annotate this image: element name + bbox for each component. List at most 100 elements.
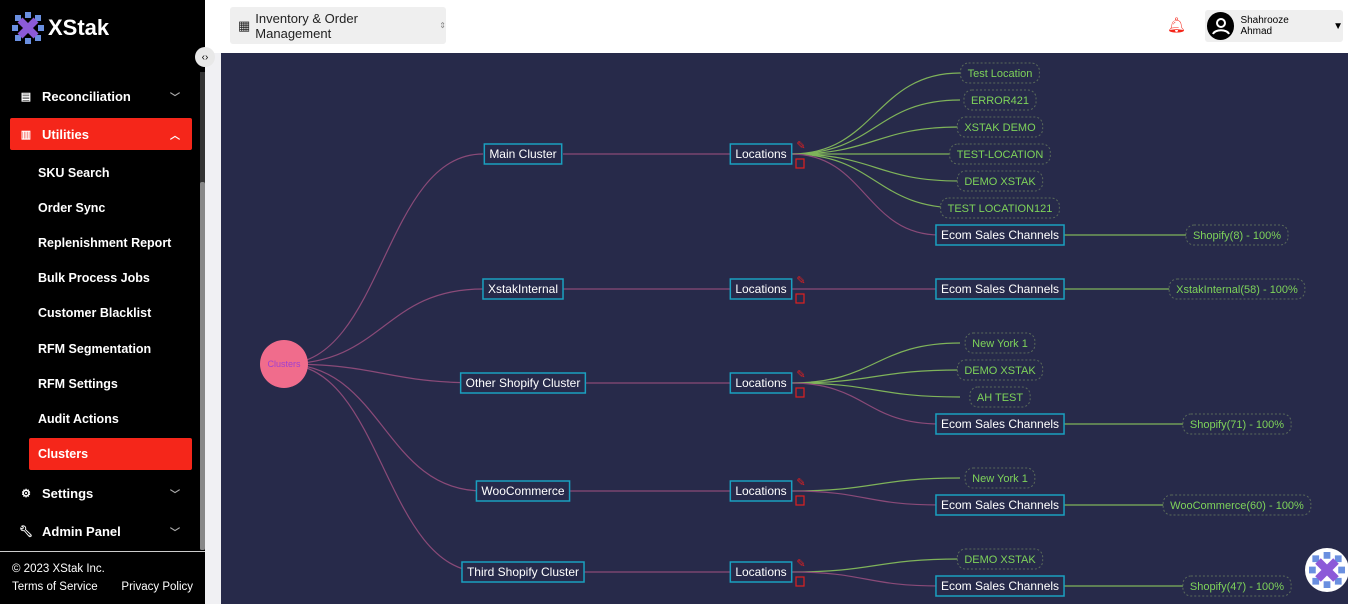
subitem-clusters[interactable]: Clusters [29,438,192,470]
xstak-assistant-button[interactable] [1305,548,1348,592]
root-node[interactable] [260,340,308,388]
subitem-rfm-segmentation[interactable]: RFM Segmentation [38,342,152,356]
subitem-rfm-settings[interactable]: RFM Settings [38,377,118,391]
edit-icon[interactable]: ✎ [796,140,805,152]
app-selector[interactable]: ▦ Inventory & Order Management ⇕ [230,7,446,44]
location-link [790,369,961,384]
ecom-sales-channels-node-label: Ecom Sales Channels [941,417,1059,431]
sidebar-scrollbar[interactable] [200,72,205,550]
locations-node[interactable]: Locations [729,480,793,502]
ecom-sales-channels-node[interactable]: Ecom Sales Channels [935,413,1065,435]
bell-icon[interactable]: 🔔︎ [1167,17,1187,34]
location-node[interactable]: XSTAK DEMO [956,116,1044,138]
edit-icon[interactable]: ✎ [796,558,805,570]
location-link [790,558,961,573]
delete-icon[interactable] [795,158,805,169]
collapse-sidebar-button[interactable]: ‹› [195,47,215,67]
scrollbar-thumb[interactable] [200,182,205,550]
location-link [790,153,961,209]
delete-icon[interactable] [795,387,805,398]
root-link [283,363,484,573]
cluster-node-label: WooCommerce [481,484,564,498]
cluster-node-label: XstakInternal [488,282,558,296]
gear-icon: ⚙ [21,487,31,500]
subitem-sku-search[interactable]: SKU Search [38,166,110,180]
location-link [790,99,961,155]
subitem-bulk-process-jobs[interactable]: Bulk Process Jobs [38,271,150,285]
location-node[interactable]: DEMO XSTAK [956,359,1044,381]
chevron-down-icon: ﹀ [170,489,180,501]
channel-node[interactable]: Shopify(71) - 100% [1182,413,1292,435]
logo-icon [12,12,44,44]
delete-icon[interactable] [795,495,805,506]
cluster-node[interactable]: WooCommerce [475,480,571,502]
subitem-customer-blacklist[interactable]: Customer Blacklist [38,306,152,320]
subitem-replenishment-report[interactable]: Replenishment Report [38,236,172,250]
delete-icon[interactable] [795,293,805,304]
cluster-node[interactable]: Main Cluster [483,143,563,165]
ecom-sales-channels-node[interactable]: Ecom Sales Channels [935,494,1065,516]
copyright: © 2023 XStak Inc. [12,563,105,575]
ecom-sales-channels-node[interactable]: Ecom Sales Channels [935,575,1065,597]
sidebar-item-settings[interactable]: ⚙ Settings ﹀ [10,477,192,509]
locations-node[interactable]: Locations [729,143,793,165]
utilities-icon: ▥ [20,128,32,141]
subitem-audit-actions[interactable]: Audit Actions [38,412,119,426]
location-node[interactable]: New York 1 [964,467,1036,489]
location-node[interactable]: TEST-LOCATION [949,143,1051,165]
location-node[interactable]: Test Location [960,62,1040,84]
cluster-node[interactable]: Other Shopify Cluster [459,372,587,394]
xstak-logo[interactable]: XStak [12,12,109,44]
edit-icon[interactable]: ✎ [796,275,805,287]
channel-node[interactable]: WooCommerce(60) - 100% [1162,494,1312,516]
channel-node-label: Shopify(8) - 100% [1193,230,1281,242]
delete-icon[interactable] [795,576,805,587]
location-node-label: TEST-LOCATION [957,149,1044,161]
sidebar-item-utilities[interactable]: ▥ Utilities ︿ [10,118,192,150]
sidebar-item-admin-panel[interactable]: 🔧︎ Admin Panel ﹀ [10,515,192,547]
channel-node-label: Shopify(47) - 100% [1190,581,1284,593]
terms-link[interactable]: Terms of Service [12,581,98,593]
chevron-down-icon: ﹀ [170,92,180,104]
sidebar-item-reconciliation[interactable]: ▤ Reconciliation ﹀ [10,80,192,112]
channels-link [790,490,941,506]
cluster-node-label: Third Shopify Cluster [467,565,579,579]
ecom-sales-channels-node-label: Ecom Sales Channels [941,498,1059,512]
logo-icon [1309,552,1345,588]
chevron-up-icon: ︿ [170,130,180,142]
channel-node[interactable]: Shopify(47) - 100% [1182,575,1292,597]
cluster-node[interactable]: XstakInternal [482,278,564,300]
ecom-sales-channels-node-label: Ecom Sales Channels [941,579,1059,593]
channel-node[interactable]: XstakInternal(58) - 100% [1168,278,1306,300]
cluster-node[interactable]: Third Shopify Cluster [461,561,585,583]
app-name: Inventory & Order Management [255,10,358,41]
ecom-sales-channels-node[interactable]: Ecom Sales Channels [935,278,1065,300]
location-node[interactable]: TEST LOCATION121 [940,197,1060,219]
sidebar-item-label: Settings [42,485,94,501]
edit-icon[interactable]: ✎ [796,369,805,381]
user-menu[interactable]: Shahrooze Ahmad ▼ [1205,10,1343,42]
privacy-link[interactable]: Privacy Policy [121,581,193,593]
location-node[interactable]: ERROR421 [963,89,1037,111]
channels-link [790,571,941,587]
location-node-label: TEST LOCATION121 [948,203,1053,215]
channel-node-label: XstakInternal(58) - 100% [1176,284,1298,296]
locations-node[interactable]: Locations [729,278,793,300]
subitem-order-sync[interactable]: Order Sync [38,201,106,215]
edit-icon[interactable]: ✎ [796,477,805,489]
location-node[interactable]: DEMO XSTAK [956,170,1044,192]
location-node[interactable]: AH TEST [969,386,1031,408]
location-node-label: DEMO XSTAK [964,176,1036,188]
locations-node-label: Locations [735,484,786,498]
location-node-label: Test Location [968,68,1033,80]
location-node[interactable]: New York 1 [964,332,1036,354]
location-node[interactable]: DEMO XSTAK [956,548,1044,570]
chevron-down-icon: ﹀ [170,527,180,539]
locations-node[interactable]: Locations [729,372,793,394]
locations-node-label: Locations [735,376,786,390]
location-link [790,153,961,182]
channel-node[interactable]: Shopify(8) - 100% [1185,224,1289,246]
ecom-sales-channels-node[interactable]: Ecom Sales Channels [935,224,1065,246]
locations-node[interactable]: Locations [729,561,793,583]
user-name: Shahrooze Ahmad [1240,15,1289,37]
